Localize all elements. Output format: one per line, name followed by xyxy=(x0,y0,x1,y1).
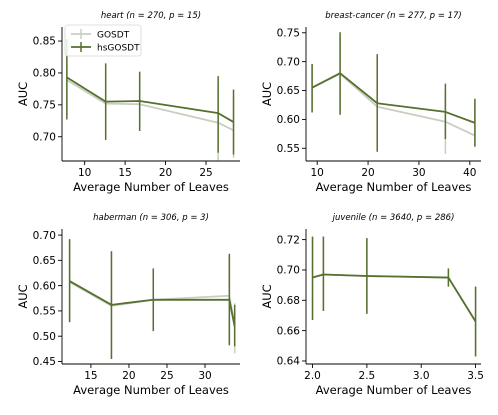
y-tick-label: 0.65 xyxy=(33,255,56,267)
series-line xyxy=(69,280,236,327)
x-tick-label: 40 xyxy=(463,167,476,179)
y-tick-label: 0.72 xyxy=(277,234,300,246)
x-tick-label: 20 xyxy=(122,370,135,382)
series-line xyxy=(66,76,234,123)
series-hsgosdt xyxy=(311,32,476,152)
y-tick-label: 0.60 xyxy=(33,280,56,292)
x-axis-label: Average Number of Leaves xyxy=(73,383,229,397)
x-tick-label: 2.5 xyxy=(359,370,376,382)
series-hsgosdt xyxy=(66,39,235,155)
y-tick-label: 0.68 xyxy=(277,295,300,307)
y-tick-label: 0.75 xyxy=(277,27,300,39)
x-tick-label: 30 xyxy=(412,167,425,179)
series-line xyxy=(311,72,476,124)
legend: GOSDT hsGOSDT xyxy=(64,24,142,57)
y-tick-label: 0.75 xyxy=(33,100,56,112)
y-tick-label: 0.55 xyxy=(277,143,300,155)
chart-title: heart (n = 270, p = 15) xyxy=(101,11,201,21)
x-tick-label: 25 xyxy=(199,167,212,179)
x-tick-label: 10 xyxy=(311,167,324,179)
y-tick-label: 0.70 xyxy=(33,230,56,242)
x-tick-label: 15 xyxy=(84,370,97,382)
x-axis-label: Average Number of Leaves xyxy=(316,383,472,397)
chart-title: breast-cancer (n = 277, p = 17) xyxy=(325,11,461,21)
chart-panel-2: 10 20 30 40 0.55 0.60 0.65 0.70 0.75 Average Numb… xyxy=(260,11,481,194)
x-tick-label: 20 xyxy=(159,167,172,179)
legend-entry: GOSDT xyxy=(97,30,130,40)
x-tick-label: 3.5 xyxy=(467,370,484,382)
y-axis-label: AUC xyxy=(16,284,30,308)
y-tick-label: 0.70 xyxy=(277,56,300,68)
series-hsgosdt xyxy=(68,239,236,359)
y-tick-label: 0.70 xyxy=(277,265,300,277)
x-tick-label: 25 xyxy=(160,370,173,382)
y-tick-label: 0.50 xyxy=(33,331,56,343)
chart-title: juvenile (n = 3640, p = 286) xyxy=(332,213,455,223)
x-axis-label: Average Number of Leaves xyxy=(316,180,472,194)
x-axis-label: Average Number of Leaves xyxy=(73,180,229,194)
chart-title: haberman (n = 306, p = 3) xyxy=(93,213,209,223)
x-tick-label: 3.0 xyxy=(413,370,430,382)
x-tick-label: 30 xyxy=(198,370,211,382)
y-tick-label: 0.64 xyxy=(277,356,301,368)
y-tick-label: 0.80 xyxy=(33,68,56,80)
legend-entry: hsGOSDT xyxy=(97,43,140,53)
chart-panel-1: 10 15 20 25 0.70 0.75 0.80 0.85 Average Number o… xyxy=(16,11,240,194)
series-gosdt xyxy=(66,42,235,161)
x-tick-label: 20 xyxy=(361,167,374,179)
chart-panel-4: 2.0 2.5 3.0 3.5 0.64 0.66 0.68 0.70 0.72 Average … xyxy=(260,213,484,397)
y-tick-label: 0.45 xyxy=(33,356,56,368)
series-gosdt xyxy=(311,236,477,357)
y-tick-label: 0.70 xyxy=(33,131,56,143)
y-tick-label: 0.66 xyxy=(277,325,301,337)
series-hsgosdt xyxy=(311,236,477,357)
x-tick-label: 15 xyxy=(118,167,131,179)
y-axis-label: AUC xyxy=(260,82,274,106)
y-tick-label: 0.55 xyxy=(33,306,56,318)
y-axis-label: AUC xyxy=(16,82,30,106)
x-tick-label: 2.0 xyxy=(304,370,321,382)
series-line xyxy=(69,281,236,326)
legend-box xyxy=(64,24,142,57)
chart-panel-3: 15 20 25 30 0.45 0.50 0.55 0.60 0.65 0.70 Average … xyxy=(16,213,240,397)
series-line xyxy=(66,79,234,132)
series-line xyxy=(312,273,477,323)
y-tick-label: 0.60 xyxy=(277,114,300,126)
series-gosdt xyxy=(311,35,476,155)
x-tick-label: 10 xyxy=(78,167,91,179)
y-axis-label: AUC xyxy=(260,284,274,308)
y-tick-label: 0.85 xyxy=(33,36,56,48)
y-tick-label: 0.65 xyxy=(277,85,300,97)
